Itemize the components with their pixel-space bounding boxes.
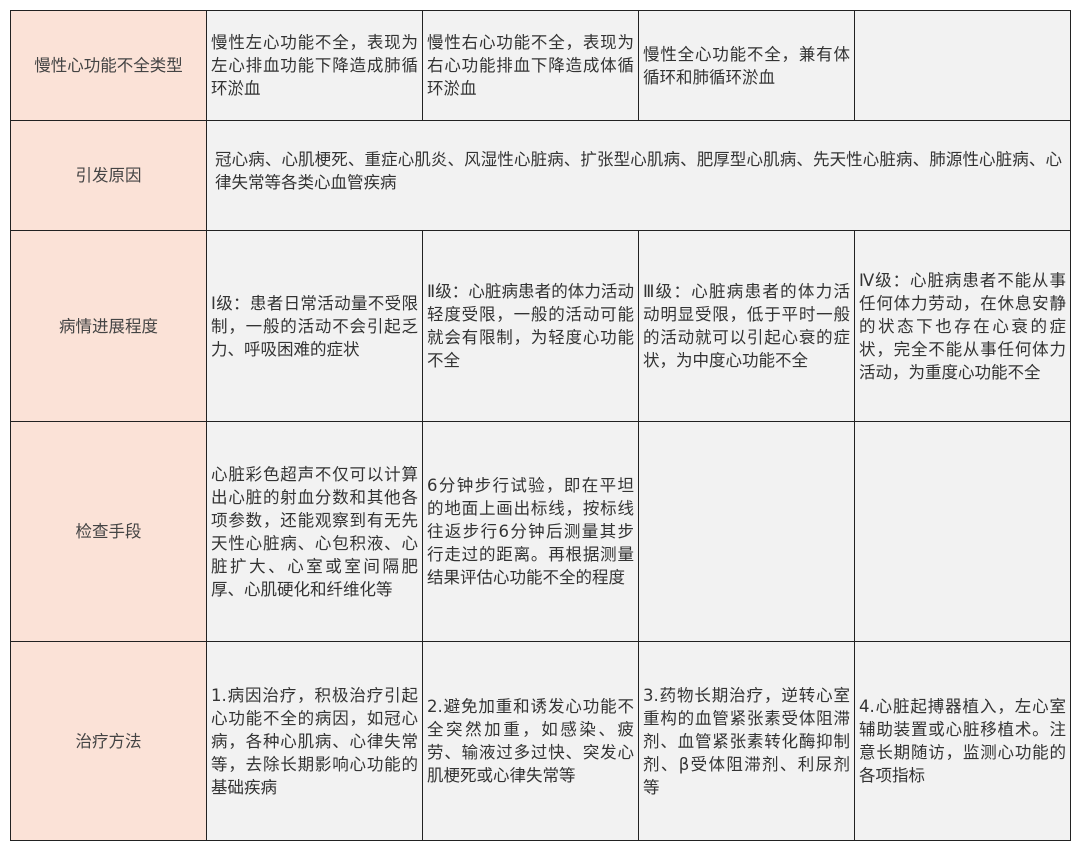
row-header: 治疗方法: [10, 641, 207, 841]
table-cell: 慢性左心功能不全，表现为左心排血功能下降造成肺循环淤血: [206, 10, 423, 121]
row-header: 病情进展程度: [10, 230, 207, 422]
row-header: 引发原因: [10, 120, 207, 231]
table-row-treatment: 治疗方法 1.病因治疗，积极治疗引起心功能不全的病因，如冠心病，各种心肌病、心律…: [10, 641, 1071, 841]
table-cell: 4.心脏起搏器植入，左心室辅助装置或心脏移植术。注意长期随访，监测心功能的各项指…: [854, 641, 1071, 841]
table-row-type: 慢性心功能不全类型 慢性左心功能不全，表现为左心排血功能下降造成肺循环淤血 慢性…: [10, 10, 1071, 121]
table-cell-merged: 冠心病、心肌梗死、重症心肌炎、风湿性心脏病、扩张型心肌病、肥厚型心肌病、先天性心…: [206, 120, 1071, 231]
table-cell: 慢性右心功能不全，表现为右心功能排血下降造成体循环淤血: [422, 10, 639, 121]
table-cell: 慢性全心功能不全，兼有体循环和肺循环淤血: [638, 10, 855, 121]
table-row-causes: 引发原因 冠心病、心肌梗死、重症心肌炎、风湿性心脏病、扩张型心肌病、肥厚型心肌病…: [10, 120, 1071, 231]
row-header: 慢性心功能不全类型: [10, 10, 207, 121]
heart-failure-table: 慢性心功能不全类型 慢性左心功能不全，表现为左心排血功能下降造成肺循环淤血 慢性…: [10, 10, 1071, 841]
table-cell: 1.病因治疗，积极治疗引起心功能不全的病因，如冠心病，各种心肌病、心律失常等，去…: [206, 641, 423, 841]
table-row-diagnosis: 检查手段 心脏彩色超声不仅可以计算出心脏的射血分数和其他各项参数，还能观察到有无…: [10, 421, 1071, 642]
table-cell: [854, 421, 1071, 642]
table-cell: [638, 421, 855, 642]
table-cell: 心脏彩色超声不仅可以计算出心脏的射血分数和其他各项参数，还能观察到有无先天性心脏…: [206, 421, 423, 642]
row-header: 检查手段: [10, 421, 207, 642]
table-cell: Ⅳ级：心脏病患者不能从事任何体力劳动，在休息安静的状态下也存在心衰的症状，完全不…: [854, 230, 1071, 422]
table-cell: [854, 10, 1071, 121]
table-cell: Ⅱ级：心脏病患者的体力活动轻度受限，一般的活动可能就会有限制，为轻度心功能不全: [422, 230, 639, 422]
table-cell: Ⅲ级：心脏病患者的体力活动明显受限，低于平时一般的活动就可以引起心衰的症状，为中…: [638, 230, 855, 422]
table-cell: 3.药物长期治疗，逆转心室重构的血管紧张素受体阻滞剂、血管紧张素转化酶抑制剂、β…: [638, 641, 855, 841]
table-cell: 6分钟步行试验，即在平坦的地面上画出标线，按标线往返步行6分钟后测量其步行走过的…: [422, 421, 639, 642]
table-cell: Ⅰ级：患者日常活动量不受限制，一般的活动不会引起乏力、呼吸困难的症状: [206, 230, 423, 422]
table-row-severity: 病情进展程度 Ⅰ级：患者日常活动量不受限制，一般的活动不会引起乏力、呼吸困难的症…: [10, 230, 1071, 422]
table-cell: 2.避免加重和诱发心功能不全突然加重，如感染、疲劳、输液过多过快、突发心肌梗死或…: [422, 641, 639, 841]
